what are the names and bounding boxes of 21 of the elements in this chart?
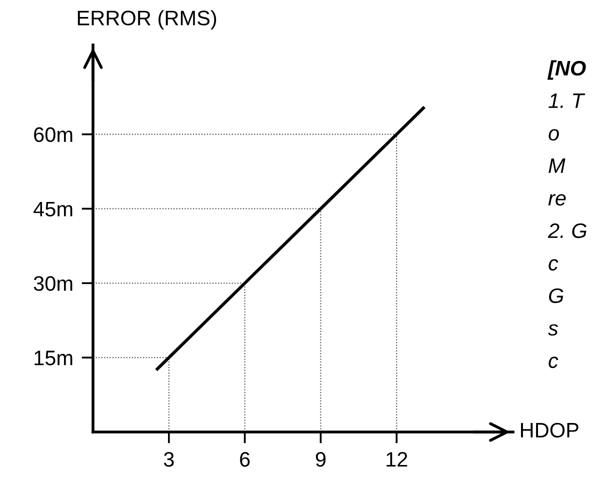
x-tick-label: 9 xyxy=(316,452,326,467)
x-tick-label: 12 xyxy=(386,452,408,467)
text: c xyxy=(548,259,558,271)
text: s xyxy=(548,324,558,336)
line-series xyxy=(154,105,426,372)
x-tick-label: 6 xyxy=(240,452,250,467)
text: o xyxy=(548,129,559,141)
text: M xyxy=(548,158,566,173)
x-tick-label: 3 xyxy=(164,452,174,467)
text: G xyxy=(549,288,564,304)
y-axis-title: ERROR (RMS) xyxy=(78,10,216,30)
y-tick-label: 45m xyxy=(34,202,72,216)
text: 2. G xyxy=(548,223,586,238)
text: 1. T xyxy=(548,94,586,108)
text: c xyxy=(548,356,558,368)
x-axis-title: HDOP xyxy=(521,422,578,438)
y-tick-label: 30m xyxy=(34,276,72,291)
text: [NO xyxy=(547,60,586,80)
text: re xyxy=(548,194,566,206)
y-tick-label: 60m xyxy=(34,127,72,142)
y-tick-label: 15m xyxy=(34,350,72,366)
